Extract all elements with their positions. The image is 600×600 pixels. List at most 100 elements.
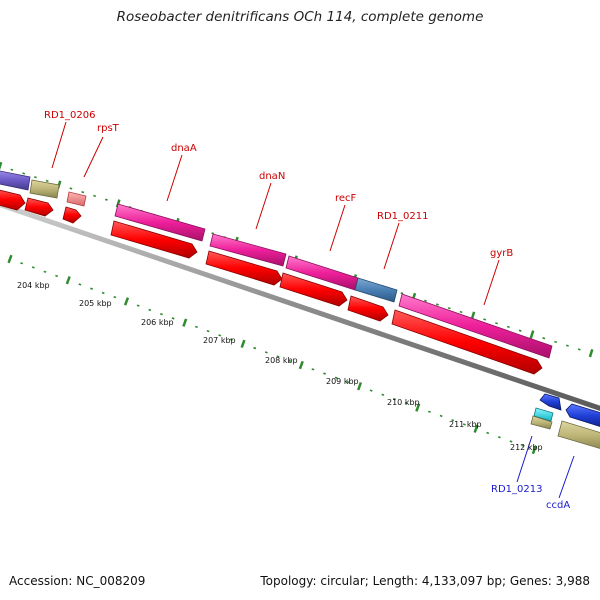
tick-mark (136, 304, 140, 307)
gene-block-steel-rd1-0211 (354, 277, 398, 303)
tick-mark (101, 291, 105, 295)
gene-label-gyrb: gyrB (490, 248, 513, 259)
tick-mark (34, 176, 37, 179)
tick-mark (78, 283, 82, 286)
tick-mark (451, 419, 455, 422)
gene-block-purple (0, 170, 31, 191)
tick-mark (7, 254, 13, 264)
cds-arrow (62, 206, 82, 224)
tick-mark (459, 310, 463, 314)
gene-label-ccda: ccdA (546, 500, 570, 511)
tick-mark (160, 313, 163, 316)
tick-mark (334, 376, 338, 379)
label-leaders-blue (516, 435, 575, 499)
tick-mark (45, 179, 49, 183)
tick-mark (323, 372, 327, 375)
gene-block-khaki-rd1-0213 (530, 415, 553, 430)
scale-labels: 204 kbp 205 kbp 206 kbp 207 kbp 208 kbp … (17, 281, 543, 452)
cds-arrow (110, 220, 198, 259)
tick-mark (521, 444, 525, 447)
scale-label-212: 212 kbp (510, 443, 543, 452)
tick-mark (55, 274, 59, 278)
genome-summary-text: Topology: circular; Length: 4,133,097 bp… (260, 574, 590, 588)
tick-mark (298, 360, 304, 370)
gene-arrow-blue (539, 393, 562, 411)
gene-label-dnan: dnaN (259, 171, 285, 182)
inner-tick-track (7, 254, 537, 455)
tick-mark (462, 423, 466, 426)
scale-label-206: 206 kbp (141, 318, 174, 327)
gene-block-salmon-rpst (66, 191, 87, 207)
tick-mark (415, 403, 421, 412)
tick-mark (486, 431, 490, 435)
gene-block-khaki-ccda (557, 420, 600, 449)
gene-label-rd1-0211: RD1_0211 (377, 211, 428, 222)
gene-label-rd1-0213: RD1_0213 (491, 484, 542, 495)
tick-mark (0, 161, 3, 171)
figure-title: Roseobacter denitrificans OCh 114, compl… (116, 9, 484, 25)
tick-mark (381, 393, 385, 396)
gene-block-khaki-rd1-0206 (29, 179, 60, 199)
tick-mark (424, 299, 427, 302)
gene-block-cyan-rd1-0213 (533, 407, 554, 422)
gene-block-pink-dnaa (114, 203, 206, 242)
gene-labels: RD1_0206 rpsT dnaA dnaN recF RD1_0211 gy… (44, 110, 570, 511)
tick-mark (497, 436, 501, 439)
tick-mark (90, 287, 93, 290)
tick-mark (20, 262, 24, 265)
reverse-strand-genes (530, 393, 600, 449)
tick-mark (229, 338, 233, 341)
tick-mark (65, 276, 71, 285)
tick-mark (529, 330, 535, 339)
scale-label-210: 210 kbp (387, 398, 420, 407)
tick-mark (81, 191, 85, 194)
tick-mark (22, 172, 26, 175)
scale-label-205: 205 kbp (79, 299, 112, 308)
tick-mark (171, 317, 175, 320)
scale-label-207: 207 kbp (203, 336, 236, 345)
tick-mark (288, 359, 292, 362)
cds-arrow (391, 309, 543, 375)
tick-mark (31, 266, 35, 269)
scale-label-209: 209 kbp (326, 377, 359, 386)
tick-mark (123, 297, 130, 306)
tick-mark (531, 445, 537, 455)
tick-mark (240, 339, 246, 349)
tick-mark (264, 351, 268, 354)
tick-mark (206, 330, 210, 333)
tick-mark (346, 380, 350, 384)
tick-mark (218, 334, 222, 337)
tick-mark (182, 318, 188, 327)
tick-mark (473, 424, 479, 433)
tick-mark (43, 270, 47, 273)
tick-mark (404, 402, 408, 405)
tick-mark (577, 348, 581, 351)
cds-arrow (24, 197, 54, 217)
cds-arrow (205, 250, 283, 286)
tick-mark (542, 337, 546, 340)
scale-label-208: 208 kbp (265, 356, 298, 365)
tick-mark (93, 194, 96, 198)
tick-mark (276, 355, 280, 358)
tick-mark (10, 168, 14, 171)
genome-backbone (0, 202, 600, 411)
tick-mark (393, 397, 396, 401)
tick-mark (148, 308, 152, 312)
tick-mark (439, 414, 443, 418)
tick-mark (369, 389, 373, 392)
tick-mark (483, 318, 487, 321)
tick-mark (357, 382, 363, 391)
cds-arrow (279, 272, 348, 307)
tick-mark (113, 296, 117, 299)
label-leaders (51, 121, 500, 306)
tick-mark (588, 349, 594, 358)
tick-mark (195, 325, 198, 328)
tick-mark (447, 307, 451, 310)
cds-arrow (0, 189, 26, 211)
cds-track (0, 189, 543, 375)
tick-mark (506, 325, 510, 329)
cds-arrow (347, 295, 389, 322)
tick-mark (566, 344, 569, 347)
scale-label-204: 204 kbp (17, 281, 50, 290)
gene-label-dnaa: dnaA (171, 143, 197, 154)
